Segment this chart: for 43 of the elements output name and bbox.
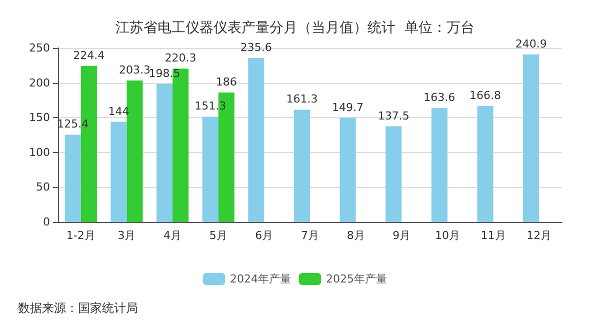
bar	[294, 110, 310, 222]
y-tick-label: 50	[36, 180, 50, 194]
y-tick-label: 0	[43, 216, 50, 228]
bar	[156, 84, 173, 222]
x-tick-label: 9月	[392, 229, 411, 242]
data-label: 240.9	[515, 37, 547, 50]
x-tick-label: 11月	[480, 229, 506, 242]
x-tick-label: 3月	[118, 229, 136, 242]
y-tick-label: 250	[29, 42, 50, 54]
data-label: 235.6	[240, 41, 272, 54]
x-tick-label: 12月	[526, 229, 552, 242]
chart-title: 江苏省电工仪器仪表产量分月（当月值）统计 单位：万台	[116, 20, 474, 36]
bar	[477, 106, 494, 222]
source-note: 数据来源：国家统计局	[18, 301, 138, 315]
data-label: 224.4	[73, 48, 105, 62]
bar	[110, 122, 127, 222]
x-tick-label: 10月	[434, 229, 460, 242]
x-tick-label: 5月	[209, 229, 228, 242]
bar	[202, 116, 218, 222]
bar	[523, 54, 540, 222]
x-tick-label: 6月	[255, 229, 274, 242]
bar	[64, 134, 81, 222]
x-tick-label: 8月	[346, 229, 365, 242]
x-tick-label: 4月	[164, 229, 182, 242]
x-tick-label: 1-2月	[66, 229, 96, 242]
bar	[340, 118, 356, 222]
y-tick-label: 200	[29, 76, 50, 90]
data-label: 186	[216, 76, 237, 89]
legend-label: 2024年产量	[230, 272, 292, 286]
data-label: 137.5	[378, 109, 410, 122]
legend-label: 2025年产量	[326, 272, 387, 286]
data-label: 161.3	[286, 92, 318, 106]
data-label: 220.3	[164, 52, 196, 65]
data-label: 166.8	[470, 88, 502, 102]
data-label: 163.6	[424, 91, 456, 104]
x-tick-label: 7月	[301, 229, 319, 242]
data-label: 149.7	[332, 100, 364, 114]
y-tick-label: 100	[29, 146, 50, 159]
bar	[386, 126, 402, 222]
y-tick-label: 150	[29, 111, 50, 124]
bar	[431, 108, 448, 222]
data-label: 203.3	[118, 64, 150, 77]
bar	[248, 58, 264, 222]
